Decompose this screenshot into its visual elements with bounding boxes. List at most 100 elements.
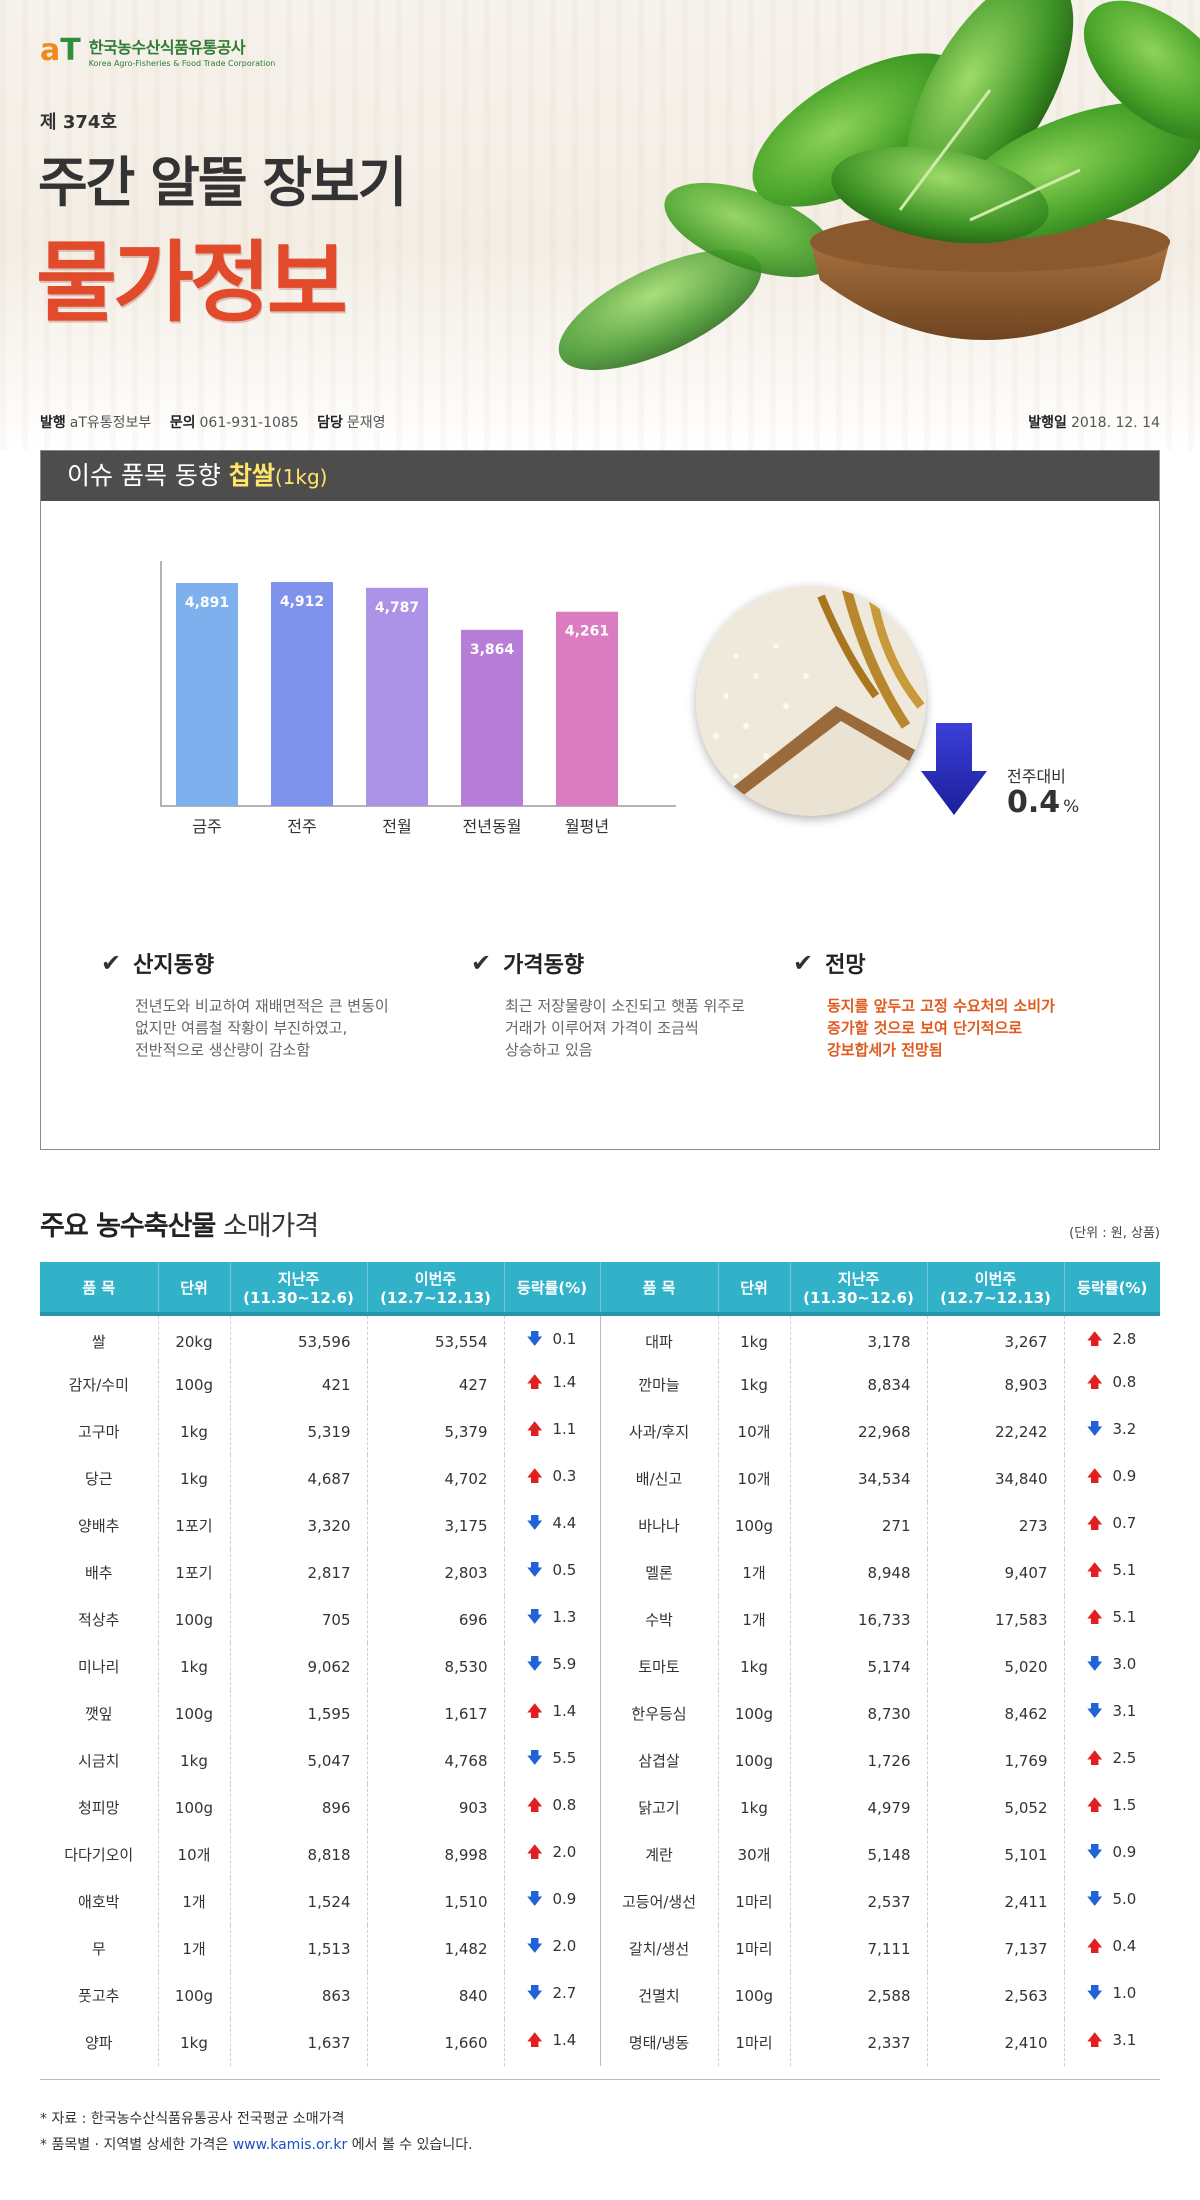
at-logo: aT 한국농수산식품유통공사 Korea Agro-Fisheries & Fo…	[40, 33, 275, 69]
unit-cell: 1kg	[717, 1784, 790, 1831]
change-rate-cell: 🡅 1.4	[503, 2019, 600, 2066]
this-week-price-cell: 1,482	[366, 1925, 504, 1972]
column-header: 지난주(11.30~12.6)	[229, 1262, 367, 1316]
change-rate-cell: 🡅 1.4	[503, 1690, 600, 1737]
item-name-cell: 청피망	[78, 1799, 120, 1817]
change-rate-cell: 🡅 0.3	[503, 1455, 600, 1502]
this-week-price-cell: 1,510	[366, 1878, 504, 1925]
table-row: 쌀 20kg 53,596 53,554 🡇 0.1 대파 1kg 3,178 3,267 🡅 2.8	[40, 1314, 1160, 1361]
unit-cell: 100g	[157, 1361, 230, 1408]
last-week-price-cell: 5,047	[229, 1737, 367, 1784]
change-rate-cell: 🡇 0.9	[1063, 1831, 1160, 1878]
kamis-link[interactable]: www.kamis.or.kr	[232, 2137, 348, 2153]
chart-bar	[556, 611, 618, 806]
item-name-cell: 바나나	[599, 1502, 718, 1549]
change-rate-cell: 🡇 2.7	[503, 1972, 600, 2019]
change-rate-cell: 🡇 0.5	[503, 1549, 600, 1596]
this-week-price-cell: 3,175	[366, 1502, 504, 1549]
unit-cell: 100g	[157, 1784, 230, 1831]
unit-cell: 100g	[157, 1596, 230, 1643]
last-week-price-cell: 7,111	[789, 1925, 927, 1972]
last-week-price-cell: 4,979	[789, 1784, 927, 1831]
last-week-price-cell: 1,726	[789, 1737, 927, 1784]
column-body: 전년도와 비교하여 재배면적은 큰 변동이 없지만 여름철 작황이 부진하였고,…	[135, 997, 389, 1059]
arrow-up-icon: 🡅	[1086, 1329, 1103, 1348]
arrow-up-icon: 🡅	[526, 1466, 543, 1485]
change-rate-cell: 🡇 3.2	[1063, 1408, 1160, 1455]
issue-heading: 이슈 품목 동향 찹쌀(1kg)	[41, 451, 1159, 501]
item-name-cell: 시금치	[78, 1752, 120, 1770]
table-row: 배추 1포기 2,817 2,803 🡇 0.5 멜론 1개 8,948 9,407 🡅 5.1	[40, 1549, 1160, 1596]
unit-cell: 10개	[717, 1455, 790, 1502]
column-title: 산지동향	[133, 953, 215, 978]
item-name-cell: 한우등심	[599, 1690, 718, 1737]
price-down-arrow-icon	[921, 723, 987, 815]
column-header: 단위	[157, 1262, 230, 1316]
item-name-cell: 사과/후지	[599, 1408, 718, 1455]
table-row: 감자/수미 100g 421 427 🡅 1.4 깐마늘 1kg 8,834 8,903 🡅 0.8	[40, 1361, 1160, 1408]
last-week-price-cell: 4,687	[229, 1455, 367, 1502]
unit-note: (단위 : 원, 상품)	[1069, 1226, 1160, 1241]
this-week-price-cell: 8,903	[926, 1361, 1064, 1408]
unit-cell: 1kg	[717, 1643, 790, 1690]
unit-cell: 10개	[717, 1408, 790, 1455]
change-rate-cell: 🡅 0.7	[1063, 1502, 1160, 1549]
item-name-cell: 삼겹살	[599, 1737, 718, 1784]
column-header: 품 목	[599, 1262, 718, 1316]
arrow-down-icon: 🡇	[526, 1748, 543, 1767]
this-week-price-cell: 5,052	[926, 1784, 1064, 1831]
last-week-price-cell: 22,968	[789, 1408, 927, 1455]
change-rate-cell: 🡅 2.5	[1063, 1737, 1160, 1784]
this-week-price-cell: 1,660	[366, 2019, 504, 2066]
column-header: 지난주(11.30~12.6)	[789, 1262, 927, 1316]
table-row: 무 1개 1,513 1,482 🡇 2.0 갈치/생선 1마리 7,111 7,137 🡅 0.4	[40, 1925, 1160, 1972]
arrow-down-icon: 🡇	[526, 1983, 543, 2002]
table-row: 시금치 1kg 5,047 4,768 🡇 5.5 삼겹살 100g 1,726 1,769 🡅 2.…	[40, 1737, 1160, 1784]
issue-item-unit: (1kg)	[274, 465, 328, 489]
chart-bar	[366, 587, 428, 806]
table-row: 청피망 100g 896 903 🡅 0.8 닭고기 1kg 4,979 5,052 🡅 1.5	[40, 1784, 1160, 1831]
at-logo-mark: aT	[40, 33, 81, 68]
item-name-cell: 미나리	[78, 1658, 120, 1676]
category-label: 전주	[287, 817, 316, 836]
last-week-price-cell: 1,595	[229, 1690, 367, 1737]
change-rate-cell: 🡇 3.0	[1063, 1643, 1160, 1690]
item-name-cell: 감자/수미	[68, 1376, 129, 1394]
last-week-price-cell: 421	[229, 1361, 367, 1408]
arrow-up-icon: 🡅	[1086, 1560, 1103, 1579]
unit-cell: 100g	[717, 1502, 790, 1549]
item-name-cell: 양파	[84, 2034, 113, 2052]
arrow-down-icon: 🡇	[1086, 1419, 1103, 1438]
item-name-cell: 고등어/생선	[599, 1878, 718, 1925]
this-week-price-cell: 8,998	[366, 1831, 504, 1878]
table-row: 고구마 1kg 5,319 5,379 🡅 1.1 사과/후지 10개 22,968 22,242…	[40, 1408, 1160, 1455]
bar-value-label: 4,787	[375, 600, 419, 616]
this-week-price-cell: 1,617	[366, 1690, 504, 1737]
this-week-price-cell: 2,411	[926, 1878, 1064, 1925]
publication-date: 발행일 2018. 12. 14	[1028, 412, 1160, 432]
arrow-up-icon: 🡅	[1086, 1607, 1103, 1626]
last-week-price-cell: 1,637	[229, 2019, 367, 2066]
chart-bar	[461, 629, 523, 806]
item-name-cell: 애호박	[78, 1893, 120, 1911]
item-name-cell: 배추	[84, 1564, 113, 1582]
arrow-down-icon: 🡇	[526, 1329, 543, 1348]
contact-label: 문의	[169, 415, 196, 431]
this-week-price-cell: 840	[366, 1972, 504, 2019]
table-row: 애호박 1개 1,524 1,510 🡇 0.9 고등어/생선 1마리 2,537 2,411 🡇 5…	[40, 1878, 1160, 1925]
this-week-price-cell: 2,410	[926, 2019, 1064, 2066]
last-week-price-cell: 3,178	[789, 1314, 927, 1361]
publisher: aT유통정보부	[69, 415, 152, 431]
arrow-down-icon: 🡇	[1086, 1842, 1103, 1861]
unit-cell: 10개	[157, 1831, 230, 1878]
item-name-cell: 갈치/생선	[599, 1925, 718, 1972]
item-name-cell: 계란	[599, 1831, 718, 1878]
issue-heading-prefix: 이슈 품목 동향	[67, 461, 221, 490]
last-week-price-cell: 5,174	[789, 1643, 927, 1690]
issue-item-name: 찹쌀	[228, 461, 275, 490]
page-title: 주간 알뜰 장보기	[38, 151, 407, 214]
table-row: 깻잎 100g 1,595 1,617 🡅 1.4 한우등심 100g 8,730 8,462 🡇 3…	[40, 1690, 1160, 1737]
change-rate-cell: 🡅 5.1	[1063, 1549, 1160, 1596]
item-name-cell: 닭고기	[599, 1784, 718, 1831]
column-title: 가격동향	[503, 953, 585, 978]
